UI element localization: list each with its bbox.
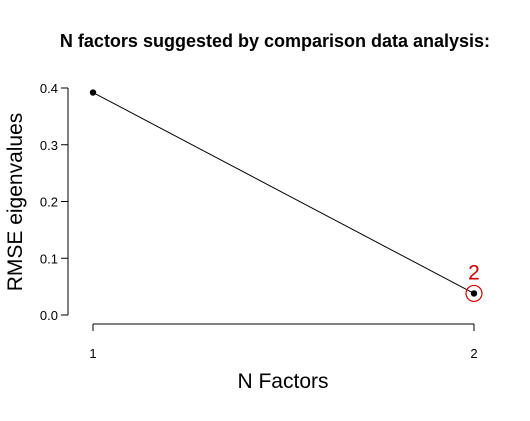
y-tick-label: 0.3 <box>40 138 58 153</box>
annotation-label: 2 <box>468 261 480 284</box>
y-axis-label: RMSE eigenvalues <box>4 113 27 292</box>
x-tick-label: 2 <box>470 346 477 361</box>
series-line <box>92 92 475 294</box>
annotation-layer: 2 <box>465 261 483 303</box>
y-tick-label: 0.4 <box>40 81 58 96</box>
data-point <box>89 89 97 96</box>
x-axis-label: N Factors <box>237 370 328 393</box>
data-point <box>470 290 478 297</box>
y-tick-label: 0.2 <box>40 195 58 210</box>
y-axis: 0.0 0.1 0.2 0.3 0.4 <box>40 81 69 323</box>
series-layer <box>89 89 478 297</box>
x-tick-label: 1 <box>89 346 96 361</box>
chart-title: N factors suggested by comparison data a… <box>60 31 490 51</box>
y-tick-label: 0.0 <box>40 308 58 323</box>
annotation-ring <box>465 284 483 303</box>
y-tick-label: 0.1 <box>40 251 58 266</box>
